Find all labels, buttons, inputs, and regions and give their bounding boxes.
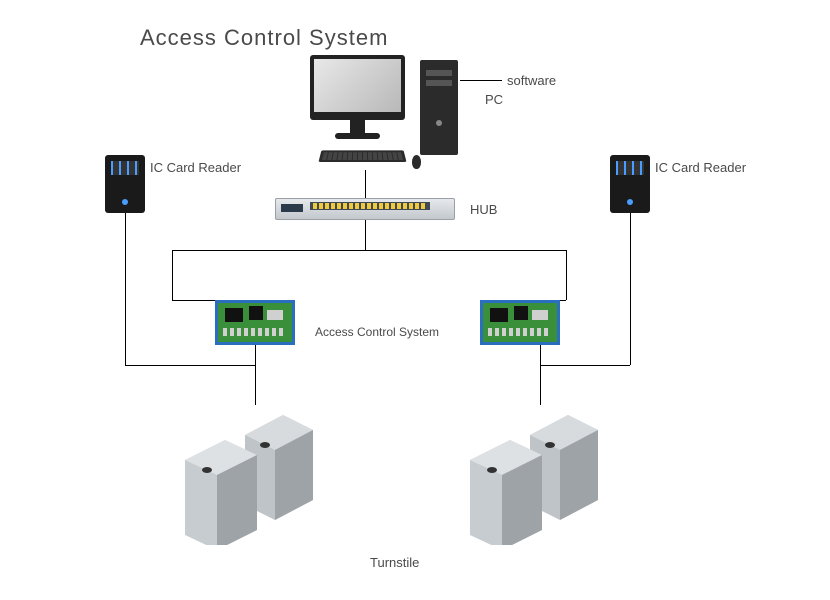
- pc-monitor: [310, 55, 405, 120]
- pc-tower: [420, 60, 458, 155]
- connector-board-right-down: [540, 345, 541, 405]
- connector-branch-right-down: [566, 250, 567, 300]
- pc-group: [300, 55, 480, 175]
- diagram-title: Access Control System: [140, 25, 388, 51]
- connector-reader-left-down: [125, 213, 126, 365]
- connector-hub-down: [365, 220, 366, 250]
- ic-reader-left: [105, 155, 145, 213]
- software-label: software: [507, 73, 556, 88]
- pc-label: PC: [485, 92, 503, 107]
- connector-reader-left-to-turnstile-row: [125, 365, 255, 366]
- diagram-stage: Access Control System software PC H: [0, 0, 830, 600]
- acs-board-right: [480, 300, 560, 345]
- acs-label: Access Control System: [315, 325, 439, 339]
- connector-reader-right-to-turnstile-row: [540, 365, 630, 366]
- ic-reader-left-label: IC Card Reader: [150, 160, 241, 175]
- turnstile-label: Turnstile: [370, 555, 419, 570]
- hub: [275, 198, 455, 220]
- turnstile-right: [470, 405, 630, 545]
- hub-label: HUB: [470, 202, 497, 217]
- ic-reader-right-label: IC Card Reader: [655, 160, 746, 175]
- connector-reader-right-down: [630, 213, 631, 365]
- ic-reader-right: [610, 155, 650, 213]
- acs-board-left: [215, 300, 295, 345]
- connector-pc-hub: [365, 170, 366, 198]
- connector-board-left-down: [255, 345, 256, 405]
- connector-tower-software: [460, 80, 502, 81]
- pc-monitor-base: [335, 133, 380, 139]
- connector-branch-h: [172, 250, 567, 251]
- connector-branch-left-down: [172, 250, 173, 300]
- pc-mouse: [412, 155, 421, 169]
- pc-keyboard: [318, 150, 406, 162]
- turnstile-left: [185, 405, 345, 545]
- connector-left-to-board: [172, 300, 215, 301]
